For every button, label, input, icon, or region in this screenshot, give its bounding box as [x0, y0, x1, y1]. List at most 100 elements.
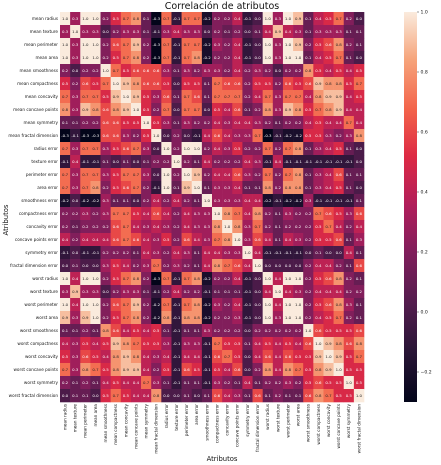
heatmap-cell [181, 272, 193, 286]
heatmap-cell [252, 285, 263, 299]
cell-value-label: 0.3 [72, 16, 79, 21]
heatmap-cell [242, 51, 253, 65]
heatmap-cell [222, 25, 233, 39]
cell-value-label: 0.8 [194, 55, 201, 60]
heatmap-cell [70, 207, 81, 221]
cell-value-label: 0.5 [265, 81, 272, 86]
heatmap-cell [100, 155, 111, 169]
cell-value-label: 0.1 [204, 81, 211, 86]
heatmap-cell [90, 324, 101, 338]
heatmap-cell [171, 233, 182, 247]
heatmap-cell [100, 389, 111, 403]
heatmap-cell [191, 51, 203, 65]
cell-value-label: 0.3 [194, 211, 201, 216]
heatmap-cell [161, 129, 172, 143]
heatmap-cell [252, 207, 263, 221]
heatmap-cell [333, 168, 345, 182]
cell-value-label: 0.4 [184, 211, 191, 216]
cell-value-label: 0.1 [265, 393, 272, 398]
heatmap-cell [343, 90, 355, 104]
heatmap-cell [212, 207, 223, 221]
heatmap-cell [313, 77, 324, 91]
heatmap-cell [141, 285, 152, 299]
cell-value-label: 0.3 [275, 107, 282, 112]
cell-value-label: 0.5 [113, 146, 120, 151]
cell-value-label: 0.0 [133, 159, 140, 164]
heatmap-cell [181, 25, 193, 39]
cell-value-label: 0.5 [92, 354, 99, 359]
cell-value-label: 0.5 [143, 94, 150, 99]
heatmap-cell [120, 194, 132, 208]
heatmap-cell [262, 246, 274, 260]
cell-value-label: -0.1 [244, 289, 252, 294]
cell-value-label: 1.0 [285, 302, 292, 307]
heatmap-cell [60, 246, 71, 260]
heatmap-cell [141, 376, 152, 390]
cell-value-label: 0.5 [295, 354, 302, 359]
cell-value-label: 0.4 [194, 237, 201, 242]
cell-value-label: 0.2 [214, 328, 221, 333]
heatmap-cell [120, 220, 132, 234]
cell-value-label: 0.3 [234, 198, 241, 203]
heatmap-cell [252, 155, 263, 169]
heatmap-cell [293, 233, 304, 247]
heatmap-cell [212, 350, 223, 364]
cell-value-label: 0.5 [295, 81, 302, 86]
heatmap-cell [343, 25, 355, 39]
heatmap-cell [262, 25, 274, 39]
heatmap-cell [242, 12, 253, 26]
heatmap-cell [151, 77, 162, 91]
heatmap-cell [242, 142, 253, 156]
cell-value-label: 0.3 [244, 224, 251, 229]
cell-value-label: 0.4 [244, 380, 251, 385]
cell-value-label: 0.3 [153, 354, 160, 359]
heatmap-cell [151, 207, 162, 221]
cell-value-label: 0.7 [82, 146, 89, 151]
cell-value-label: 0.0 [72, 250, 79, 255]
cell-value-label: 0.6 [194, 94, 201, 99]
heatmap-cell [161, 90, 172, 104]
heatmap-cell [100, 142, 111, 156]
heatmap-cell [222, 220, 233, 234]
cell-value-label: 0.5 [153, 328, 160, 333]
heatmap-cell [201, 129, 213, 143]
cell-value-label: 0.1 [356, 276, 363, 281]
cell-value-label: -0.1 [304, 159, 312, 164]
heatmap-cell [232, 181, 243, 195]
heatmap-cell [161, 103, 172, 117]
cell-value-label: 0.9 [336, 354, 343, 359]
heatmap-cell [303, 298, 314, 312]
x-tick-label: concavity error [225, 404, 230, 436]
cell-value-label: 0.2 [173, 133, 180, 138]
heatmap-cell [110, 142, 122, 156]
heatmap-cell [272, 142, 284, 156]
heatmap-cell [80, 259, 91, 273]
cell-value-label: 0.1 [184, 380, 191, 385]
cell-value-label: 1.0 [285, 42, 292, 47]
heatmap-cell [262, 116, 274, 130]
cell-value-label: -0.1 [294, 250, 302, 255]
cell-value-label: 1.0 [72, 29, 79, 34]
heatmap-cell [242, 298, 253, 312]
heatmap-cell [120, 64, 132, 78]
cell-value-label: 0.2 [224, 16, 231, 21]
cell-value-label: 0.4 [234, 42, 241, 47]
heatmap-cell [181, 194, 193, 208]
heatmap-cell [201, 116, 213, 130]
heatmap-cell [343, 376, 355, 390]
cell-value-label: 0.3 [315, 146, 322, 151]
heatmap-cell [171, 298, 182, 312]
heatmap-cell [120, 350, 132, 364]
heatmap-cell [181, 142, 193, 156]
cell-value-label: 0.9 [82, 107, 89, 112]
heatmap-cell [181, 116, 193, 130]
cell-value-label: 0.5 [315, 42, 322, 47]
heatmap-cell [130, 389, 142, 403]
cell-value-label: 1.0 [184, 146, 191, 151]
cell-value-label: 0.2 [103, 315, 110, 320]
cell-value-label: 0.4 [173, 289, 180, 294]
heatmap-cell [303, 12, 314, 26]
heatmap-cell [272, 363, 284, 377]
cell-value-label: -0.1 [152, 289, 160, 294]
